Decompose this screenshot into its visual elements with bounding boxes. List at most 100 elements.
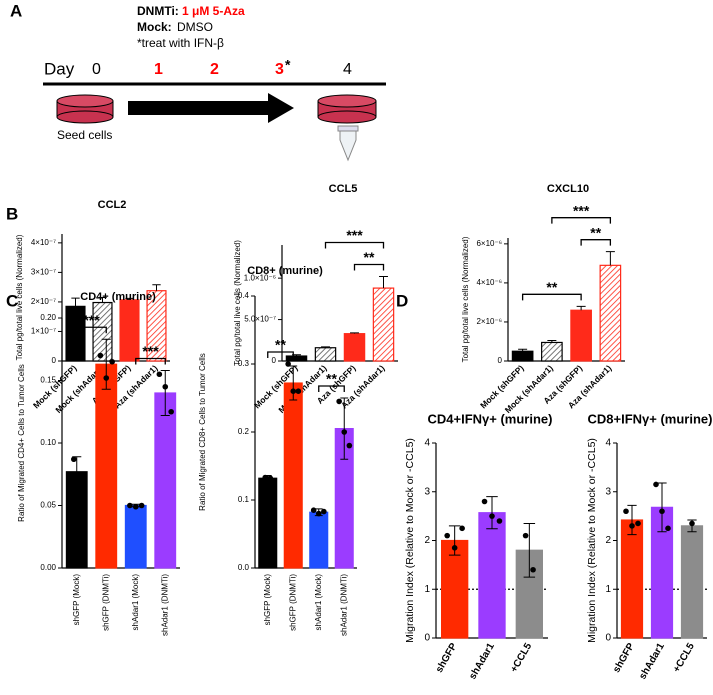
bar — [258, 477, 278, 569]
y-tick-label: 0 — [52, 356, 57, 365]
bar — [154, 392, 177, 569]
data-point — [315, 510, 322, 517]
x-tick-label: shAdar1 (DNMTi) — [339, 574, 348, 636]
bar — [65, 305, 86, 362]
timeline: DNMTi: 1 μM 5-Aza Mock: DMSO *treat with… — [43, 4, 386, 162]
day: 2 — [210, 61, 219, 78]
y-axis-label: Ratio of Migrated CD8+ Cells to Tumor Ce… — [198, 353, 207, 511]
y-tick-label: 2 — [605, 535, 611, 546]
x-tick-label: shAdar1 — [467, 641, 497, 682]
y-tick-label: 3 — [424, 486, 430, 497]
day: 0 — [92, 61, 101, 78]
data-point — [336, 398, 342, 405]
significance-label: *** — [142, 343, 159, 359]
y-tick-label: 4×10⁻⁷ — [31, 238, 56, 247]
significance-label: *** — [346, 227, 363, 243]
data-point — [262, 474, 269, 481]
error-bar — [523, 522, 536, 578]
data-point — [310, 507, 317, 513]
x-tick-label: shGFP (DNMTi) — [101, 574, 110, 631]
data-point — [290, 388, 297, 395]
chart-title: CCL5 — [329, 183, 358, 195]
data-point — [459, 525, 465, 532]
day-label: Day — [44, 59, 75, 78]
data-point — [451, 545, 458, 551]
y-axis-label: Migration Index (Relative to Mock or -CC… — [404, 438, 416, 643]
error-bar — [627, 504, 637, 536]
error-bar — [576, 305, 586, 311]
error-bar — [518, 348, 528, 352]
data-point — [530, 566, 536, 573]
dish — [317, 94, 377, 124]
bar — [309, 511, 329, 569]
bar-chart: CD8+ (murine) Ratio of Migrated CD8+ Cell… — [198, 265, 357, 636]
y-tick-label: 2×10⁻⁷ — [31, 297, 56, 306]
y-tick-label: 5.0×10⁻⁷ — [244, 315, 276, 324]
error-bar — [71, 297, 80, 307]
significance-bracket — [135, 357, 166, 365]
panel-label: A — [10, 1, 22, 20]
data-point — [653, 481, 659, 488]
y-axis-label: Total pg/total live cells (Normalized) — [15, 234, 24, 360]
significance-label: ** — [326, 371, 337, 387]
data-point — [659, 508, 665, 515]
day: 1 — [154, 61, 163, 78]
data-point — [321, 508, 327, 515]
x-tick-label: +CCL5 — [509, 641, 535, 675]
data-point — [267, 475, 274, 482]
significance-bracket — [353, 263, 385, 271]
y-tick-label: 1 — [424, 584, 430, 595]
bar-chart: CD8+IFNγ+ (murine) Migration Index (Relat… — [586, 411, 713, 681]
bar — [680, 525, 704, 639]
y-tick-label: 0.0 — [238, 563, 250, 572]
y-tick-label: 0.3 — [238, 359, 250, 368]
significance-bracket — [551, 217, 612, 224]
y-tick-label: 0.4 — [238, 291, 250, 300]
error-bar — [98, 297, 107, 303]
data-point — [489, 513, 495, 519]
chart-title: CCL2 — [98, 199, 127, 211]
significance-label: *** — [573, 202, 590, 218]
bar — [119, 299, 140, 362]
chart-title: CD8+IFNγ+ (murine) — [588, 411, 713, 426]
significance-bracket — [324, 241, 385, 249]
significance-bracket — [580, 239, 612, 246]
note: *treat with IFN-β — [137, 36, 224, 50]
bar — [95, 363, 118, 569]
error-bar — [486, 496, 498, 530]
bar — [478, 512, 506, 639]
bar — [283, 382, 303, 569]
x-tick-label: shGFP (DNMTi) — [288, 574, 297, 631]
bar — [314, 347, 337, 362]
tube — [339, 127, 357, 162]
data-point — [76, 477, 83, 484]
data-point — [522, 532, 529, 539]
chart-title: CXCL10 — [547, 183, 589, 195]
data-point — [285, 361, 291, 367]
data-point — [496, 518, 503, 524]
data-point — [132, 503, 139, 510]
significance-bracket — [267, 351, 294, 358]
bar — [124, 504, 147, 569]
error-bar — [547, 340, 557, 343]
significance-label: ** — [275, 337, 286, 353]
x-tick-label: shGFP (Mock) — [263, 574, 272, 626]
bar — [570, 309, 592, 362]
data-point — [346, 442, 353, 449]
error-bar — [125, 297, 134, 300]
error-bar — [160, 370, 170, 416]
panel-label: B — [6, 204, 18, 223]
x-tick-label: shAdar1 (DNMTi) — [160, 574, 169, 636]
y-tick-label: 0.00 — [40, 563, 56, 572]
data-point — [138, 502, 145, 509]
bar-chart: CD4+IFNγ+ (murine) Migration Index (Relat… — [404, 411, 553, 681]
bar-chart: CD4+ (murine) Ratio of Migrated CD4+ Cell… — [17, 291, 180, 636]
bar — [441, 539, 469, 639]
y-tick-label: 1.0×10⁻⁶ — [244, 273, 276, 282]
data-point — [481, 498, 488, 505]
y-tick-label: 0.15 — [40, 376, 56, 385]
error-bar — [321, 346, 330, 348]
x-tick-label: shGFP — [434, 641, 460, 675]
y-tick-label: 6×10⁻⁶ — [476, 239, 502, 248]
